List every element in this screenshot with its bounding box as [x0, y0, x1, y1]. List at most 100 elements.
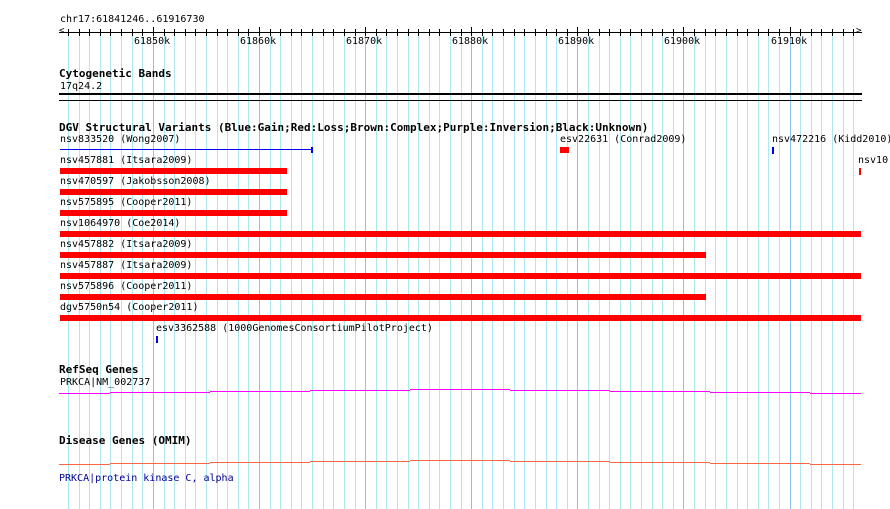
variant-label[interactable]: esv22631 (Conrad2009) — [560, 134, 687, 145]
ruler-tick — [652, 29, 653, 36]
variant-label[interactable]: nsv457881 (Itsara2009) — [60, 155, 193, 166]
ruler-tick — [110, 29, 111, 36]
ruler-tick — [461, 29, 462, 36]
variant-bar[interactable] — [60, 168, 287, 174]
gridline — [662, 30, 663, 509]
variant-bar[interactable] — [60, 189, 287, 195]
ruler-tick — [355, 29, 356, 36]
gridline — [609, 30, 610, 509]
ruler-tick — [217, 29, 218, 36]
ruler-tick — [333, 29, 334, 36]
ruler-tick — [524, 29, 525, 36]
variant-label[interactable]: nsv1064970 (Coe2014) — [60, 218, 181, 229]
gene-segment[interactable] — [510, 390, 610, 391]
variant-label[interactable]: nsv833520 (Wong2007) — [60, 134, 181, 145]
gene-segment[interactable] — [710, 392, 810, 393]
variant-label[interactable]: nsv575895 (Cooper2011) — [60, 197, 193, 208]
ruler-tick — [768, 29, 769, 36]
variant-bar[interactable] — [60, 149, 312, 150]
ruler-tick — [737, 29, 738, 36]
ruler-tick — [843, 29, 844, 36]
variant-bar[interactable] — [60, 294, 706, 300]
variant-label[interactable]: nsv575896 (Cooper2011) — [60, 281, 193, 292]
gridline — [386, 30, 387, 509]
gene-segment[interactable] — [210, 462, 310, 463]
ruler-tick — [270, 29, 271, 36]
gene-segment[interactable] — [510, 461, 610, 462]
gridline — [323, 30, 324, 509]
ruler-tick-label: 61860k — [240, 36, 277, 47]
variant-label[interactable]: nsv10 — [858, 155, 889, 166]
gene-segment[interactable] — [810, 464, 861, 465]
gridline — [79, 30, 80, 509]
gridline — [747, 30, 748, 509]
gridline — [726, 30, 727, 509]
gene-segment[interactable] — [310, 390, 410, 391]
gene-segment[interactable] — [610, 462, 710, 463]
gridline — [333, 30, 334, 509]
variant-bar[interactable] — [60, 273, 861, 279]
ruler-tick — [694, 29, 695, 36]
gene-segment[interactable] — [610, 391, 710, 392]
ruler-tick — [503, 29, 504, 36]
ruler-tick — [238, 29, 239, 36]
variant-bar[interactable] — [60, 252, 706, 258]
variant-label[interactable]: nsv470597 (Jakobsson2008) — [60, 176, 211, 187]
gridline — [68, 30, 69, 509]
cytoband-label[interactable]: 17q24.2 — [60, 81, 103, 92]
ruler-tick — [365, 27, 366, 36]
gridline — [694, 30, 695, 509]
gridline — [683, 30, 684, 509]
gridline — [790, 30, 791, 509]
gridline — [270, 30, 271, 509]
ruler-tick — [588, 29, 589, 36]
gridline — [164, 30, 165, 509]
ruler-tick — [821, 29, 822, 36]
gene-segment[interactable] — [410, 389, 510, 390]
variant-bar[interactable] — [560, 147, 569, 153]
gridline — [758, 30, 759, 509]
variant-label[interactable]: dgv5750n54 (Cooper2011) — [60, 302, 199, 313]
gene-segment[interactable] — [810, 393, 861, 394]
omim-gene-label[interactable]: PRKCA|protein kinase C, alpha — [59, 473, 234, 484]
gridline — [652, 30, 653, 509]
variant-bar[interactable] — [156, 336, 158, 343]
gene-segment[interactable] — [310, 461, 410, 462]
gridline — [100, 30, 101, 509]
ruler-tick — [323, 29, 324, 36]
gridline — [450, 30, 451, 509]
variant-bar[interactable] — [859, 168, 861, 175]
variant-bar[interactable] — [60, 231, 861, 237]
track-title-refseq: RefSeq Genes — [59, 363, 139, 376]
gene-segment[interactable] — [210, 391, 310, 392]
variant-bar[interactable] — [60, 315, 861, 321]
gridline — [567, 30, 568, 509]
ruler-tick — [132, 29, 133, 36]
variant-label[interactable]: esv3362588 (1000GenomesConsortiumPilotPr… — [156, 323, 433, 334]
gridline — [259, 30, 260, 509]
gridline — [588, 30, 589, 509]
gene-segment[interactable] — [59, 464, 110, 465]
variant-label[interactable]: nsv472216 (Kidd2010) — [772, 134, 890, 145]
variant-bar[interactable] — [772, 147, 774, 154]
gene-segment[interactable] — [710, 463, 810, 464]
track-title-omim: Disease Genes (OMIM) — [59, 434, 192, 447]
variant-label[interactable]: nsv457882 (Itsara2009) — [60, 239, 193, 250]
gridline — [110, 30, 111, 509]
gridline — [408, 30, 409, 509]
cytoband-bar[interactable] — [59, 93, 862, 95]
gridline — [811, 30, 812, 509]
gene-segment[interactable] — [110, 463, 210, 464]
ruler-tick — [408, 29, 409, 36]
ruler-tick — [291, 29, 292, 36]
gene-segment[interactable] — [110, 392, 210, 393]
gridline — [471, 30, 472, 509]
variant-label[interactable]: nsv457887 (Itsara2009) — [60, 260, 193, 271]
variant-bar[interactable] — [60, 210, 287, 216]
ruler-tick — [312, 29, 313, 36]
ruler-tick — [206, 29, 207, 36]
gene-segment[interactable] — [59, 393, 110, 394]
gridline — [641, 30, 642, 509]
gene-segment[interactable] — [410, 460, 510, 461]
refseq-gene-label[interactable]: PRKCA|NM_002737 — [60, 377, 151, 388]
